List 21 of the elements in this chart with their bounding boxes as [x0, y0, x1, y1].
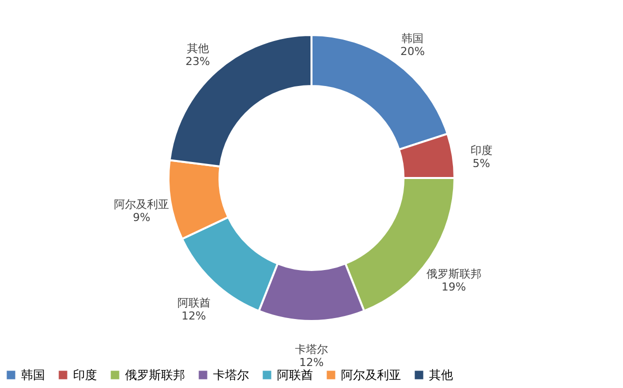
legend-label: 韩国: [21, 368, 45, 382]
slice-label: 俄罗斯联邦: [426, 268, 482, 281]
slice-label: 卡塔尔: [295, 343, 328, 356]
slice-label: 其他: [186, 42, 209, 55]
data-label: 20%: [400, 44, 425, 58]
data-label: 23%: [186, 54, 210, 68]
data-label: 12%: [182, 309, 206, 322]
data-label: 19%: [442, 280, 466, 294]
data-label: 5%: [472, 157, 490, 170]
legend-label: 阿联酋: [277, 368, 313, 382]
data-label: 12%: [299, 356, 324, 369]
legend-label: 阿尔及利亚: [341, 368, 401, 382]
legend-label: 其他: [429, 368, 453, 382]
legend-label: 印度: [73, 368, 97, 382]
slice-label: 阿联酋: [177, 296, 210, 310]
data-label: 9%: [132, 210, 150, 224]
slice-label: 阿尔及利亚: [114, 198, 170, 211]
legend-label: 卡塔尔: [213, 368, 249, 382]
legend-label: 俄罗斯联邦: [125, 368, 185, 382]
slice-label: 印度: [470, 144, 492, 158]
slice-label: 韩国: [402, 32, 424, 45]
